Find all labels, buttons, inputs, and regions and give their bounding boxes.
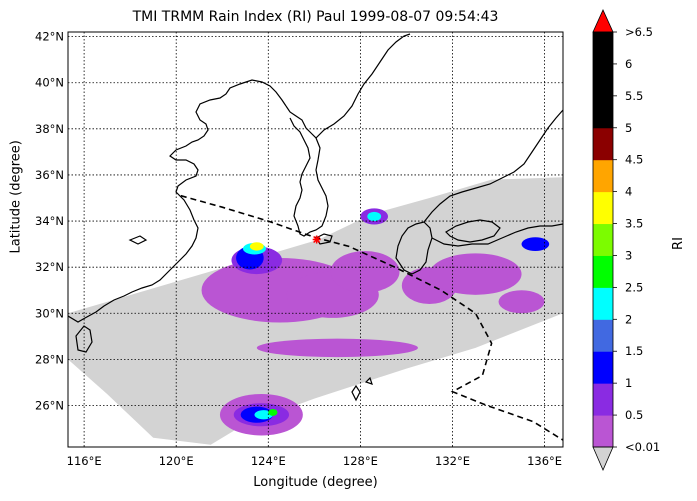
rain-patch	[330, 251, 400, 293]
colorbar-segment	[593, 319, 613, 352]
colorbar-segment	[593, 223, 613, 256]
map-frame	[67, 31, 564, 448]
colorbar-segment	[593, 95, 613, 129]
coastline-korea-peninsula	[285, 105, 329, 237]
rain-patch	[256, 338, 418, 358]
colorbar-tick-label: 4.5	[625, 153, 643, 167]
coastline-japan-shikoku	[445, 219, 501, 243]
longitude-tick-label: 136°E	[527, 454, 562, 468]
colorbar-segments	[593, 32, 613, 448]
latitude-tick-label: 32°N	[35, 260, 64, 274]
colorbar-over-arrow	[592, 9, 614, 33]
longitude-tick-label: 124°E	[251, 454, 286, 468]
colorbar-segment	[593, 191, 613, 225]
colorbar-tick-label: 3.5	[625, 217, 643, 231]
colorbar-segment	[593, 383, 613, 416]
colorbar-under-arrow	[592, 446, 614, 472]
colorbar-tick-label: <0.01	[625, 440, 660, 454]
rain-patch	[268, 408, 278, 416]
colorbar-tick-label: >6.5	[625, 25, 653, 39]
colorbar-ticks: <0.01 0.5 1 1.5 2 2.5 3 3.5 4 4.5 5 5.5 6 >6.5	[613, 25, 660, 454]
colorbar-tick-label: 1.5	[625, 344, 643, 358]
colorbar-tick-label: 0.5	[625, 408, 643, 422]
rain-patch	[367, 211, 382, 222]
latitude-tick-label: 28°N	[35, 352, 64, 366]
colorbar-tick-label: 4	[625, 185, 632, 199]
latitude-tick-label: 30°N	[35, 306, 64, 320]
colorbar-tick-label: 6	[625, 57, 632, 71]
graticule	[68, 32, 563, 447]
colorbar-segment	[593, 63, 613, 97]
colorbar-tick-label: 5.5	[625, 89, 643, 103]
latitude-tick-label: 40°N	[35, 76, 64, 90]
storm-center-marker	[312, 235, 321, 244]
colorbar-tick-label: 2	[625, 312, 632, 326]
colorbar-segment	[593, 127, 613, 161]
colorbar-frame	[592, 31, 614, 448]
colorbar-segment	[593, 159, 613, 193]
coastline-japan-south	[431, 223, 563, 247]
coastline-jeju	[315, 233, 333, 245]
latitude-tick-label: 38°N	[35, 122, 64, 136]
coastlines	[68, 33, 563, 402]
colorbar-tick-label: 3	[625, 248, 632, 262]
longitude-tick-label: 120°E	[159, 454, 194, 468]
colorbar-tick-label: 1	[625, 376, 632, 390]
colorbar: <0.01 0.5 1 1.5 2 2.5 3 3.5 4 4.5 5 5.5 6 >6.5	[592, 9, 660, 472]
rain-patch	[249, 242, 264, 251]
longitude-tick-label: 132°E	[435, 454, 470, 468]
coastline-northeast	[315, 33, 411, 139]
rain-index-patches	[201, 208, 550, 436]
longitude-tick-label: 128°E	[343, 454, 378, 468]
colorbar-segment	[593, 351, 613, 384]
longitude-ticks: 116°E 120°E 124°E 128°E 132°E 136°E	[67, 454, 562, 468]
longitude-tick-label: 116°E	[67, 454, 102, 468]
chart-title: TMI TRMM Rain Index (RI) Paul 1999-08-07…	[132, 9, 499, 25]
rain-patch	[498, 290, 545, 314]
x-axis-label: Longitude (degree)	[253, 475, 378, 490]
map-plot-area	[67, 31, 564, 448]
typhoon-track	[180, 194, 563, 441]
colorbar-tick-label: 5	[625, 121, 632, 135]
coastline-japan-honshu	[423, 109, 563, 223]
colorbar-segment	[593, 32, 613, 65]
latitude-tick-label: 42°N	[35, 30, 64, 44]
latitude-tick-label: 36°N	[35, 168, 64, 182]
colorbar-tick-label: 2.5	[625, 280, 643, 294]
colorbar-segment	[593, 287, 613, 320]
rain-patch	[521, 237, 550, 252]
latitude-tick-label: 26°N	[35, 399, 64, 413]
latitude-ticks: 26°N 28°N 30°N 32°N 34°N 36°N 38°N 40°N 42°N	[35, 30, 64, 413]
rain-patch	[429, 253, 522, 295]
latitude-tick-label: 34°N	[35, 214, 64, 228]
colorbar-segment	[593, 255, 613, 288]
coastline-china	[68, 79, 287, 323]
colorbar-segment	[593, 415, 613, 448]
coastline-ryukyu-islands	[128, 235, 373, 402]
